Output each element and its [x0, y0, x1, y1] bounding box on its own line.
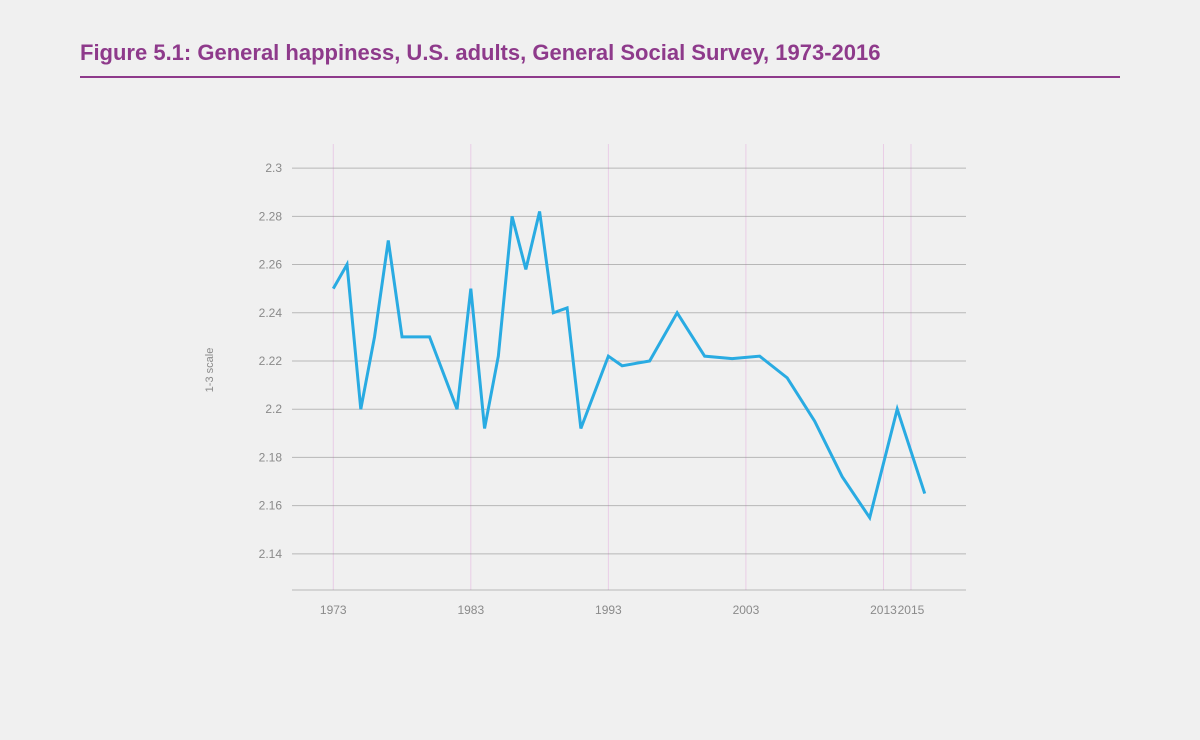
data-line [333, 212, 924, 518]
y-tick-label: 2.28 [259, 209, 283, 223]
y-tick-label: 2.26 [259, 258, 283, 272]
y-axis-label: 1-3 scale [204, 348, 216, 393]
line-chart: 2.142.162.182.22.222.242.262.282.3197319… [254, 140, 966, 600]
x-tick-label: 2013 [870, 603, 897, 617]
x-tick-label: 1993 [595, 603, 622, 617]
y-tick-label: 2.3 [265, 161, 282, 175]
y-tick-label: 2.24 [259, 306, 283, 320]
title-underline [80, 76, 1120, 78]
y-tick-label: 2.18 [259, 450, 283, 464]
x-tick-label: 1983 [457, 603, 484, 617]
figure: Figure 5.1: General happiness, U.S. adul… [0, 0, 1200, 740]
x-tick-label: 2015 [898, 603, 925, 617]
figure-title: Figure 5.1: General happiness, U.S. adul… [80, 40, 881, 66]
y-tick-label: 2.22 [259, 354, 283, 368]
x-tick-label: 2003 [733, 603, 760, 617]
y-tick-label: 2.14 [259, 547, 283, 561]
y-tick-label: 2.2 [265, 402, 282, 416]
y-tick-label: 2.16 [259, 499, 283, 513]
chart-svg: 2.14 2.16 2.18 2.2 2.22 2.24 2.26 2.28 2.3 1973 19… [254, 140, 966, 630]
x-tick-label: 1973 [320, 603, 347, 617]
